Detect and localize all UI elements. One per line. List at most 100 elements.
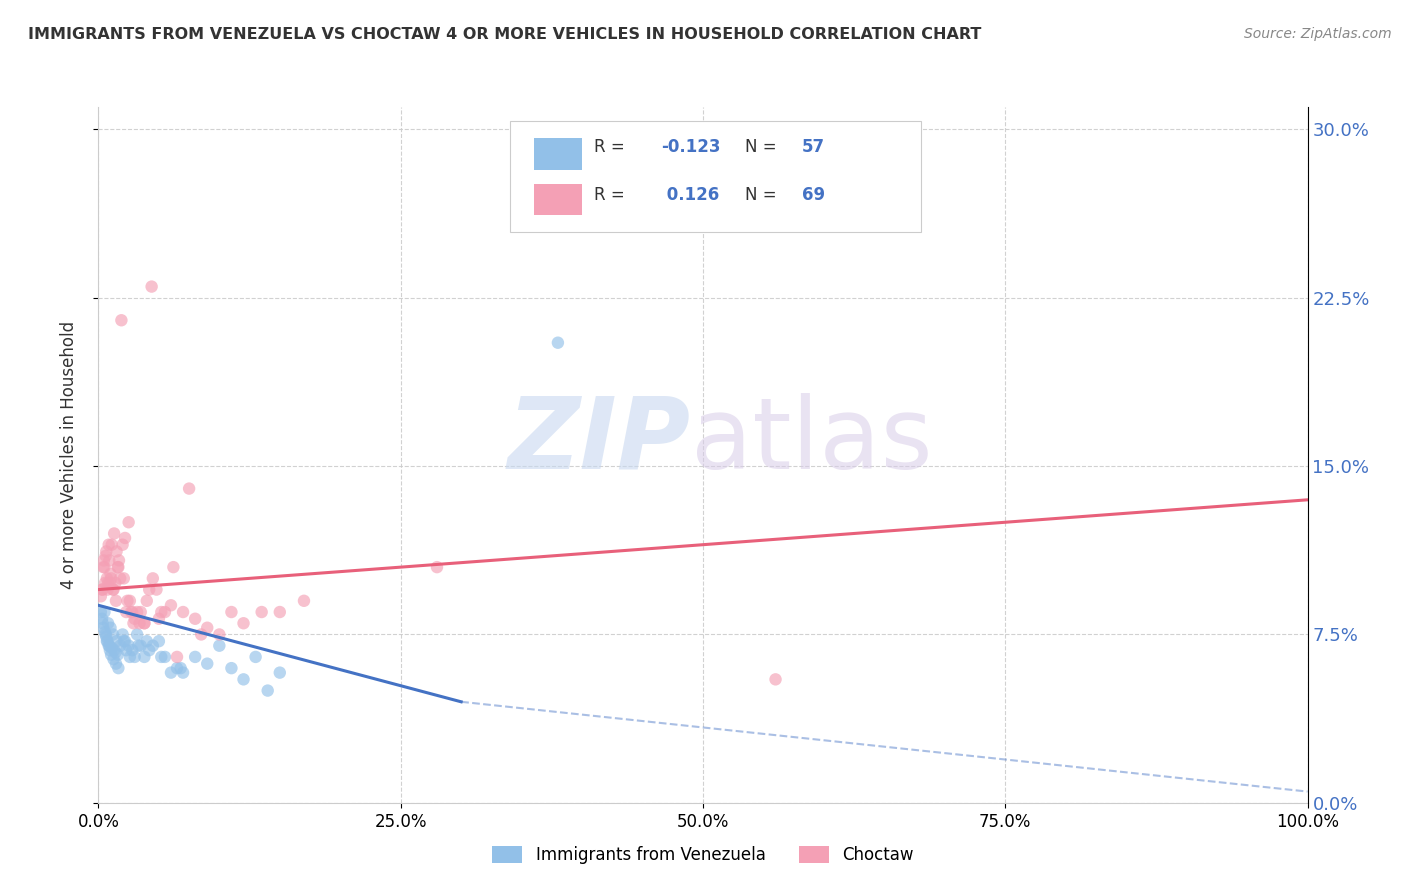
Text: R =: R = bbox=[595, 138, 630, 156]
Point bbox=[160, 665, 183, 680]
Point bbox=[148, 612, 170, 626]
Text: 69: 69 bbox=[803, 186, 825, 203]
Point bbox=[100, 640, 122, 655]
Point bbox=[129, 639, 152, 653]
Point bbox=[104, 645, 127, 659]
Point bbox=[547, 335, 569, 350]
Point bbox=[166, 649, 188, 664]
Point bbox=[142, 639, 165, 653]
Point bbox=[93, 560, 115, 574]
Point bbox=[101, 627, 124, 641]
Point bbox=[98, 643, 121, 657]
Point bbox=[169, 661, 191, 675]
Point bbox=[107, 648, 129, 662]
Point bbox=[121, 605, 143, 619]
Point bbox=[150, 605, 173, 619]
Point bbox=[138, 643, 160, 657]
Point bbox=[208, 627, 231, 641]
Point bbox=[134, 616, 156, 631]
Point bbox=[118, 649, 141, 664]
Point bbox=[104, 594, 127, 608]
Point bbox=[112, 634, 135, 648]
Point bbox=[91, 621, 114, 635]
Point bbox=[97, 639, 120, 653]
Point bbox=[100, 538, 122, 552]
Point bbox=[97, 575, 120, 590]
Point bbox=[184, 612, 207, 626]
Point bbox=[172, 665, 194, 680]
Point bbox=[107, 661, 129, 675]
FancyBboxPatch shape bbox=[534, 138, 582, 169]
Point bbox=[100, 621, 122, 635]
Point bbox=[91, 582, 114, 597]
Text: Source: ZipAtlas.com: Source: ZipAtlas.com bbox=[1244, 27, 1392, 41]
Point bbox=[108, 639, 131, 653]
Point bbox=[150, 649, 173, 664]
Point bbox=[117, 594, 139, 608]
Point bbox=[250, 605, 273, 619]
Point bbox=[127, 605, 149, 619]
Point bbox=[120, 605, 142, 619]
Point bbox=[195, 657, 218, 671]
Point bbox=[190, 627, 212, 641]
Point bbox=[98, 553, 121, 567]
Point bbox=[269, 605, 291, 619]
Point bbox=[94, 625, 117, 640]
Point bbox=[96, 634, 118, 648]
Point bbox=[97, 538, 120, 552]
Point bbox=[97, 616, 120, 631]
Point bbox=[153, 605, 176, 619]
Point bbox=[118, 639, 141, 653]
Point bbox=[134, 616, 156, 631]
FancyBboxPatch shape bbox=[534, 184, 582, 215]
Point bbox=[145, 582, 167, 597]
Point bbox=[115, 605, 138, 619]
Point bbox=[98, 639, 121, 653]
Point bbox=[184, 649, 207, 664]
Point bbox=[94, 575, 117, 590]
Point bbox=[221, 661, 243, 675]
Point bbox=[129, 605, 152, 619]
Point bbox=[100, 571, 122, 585]
Point bbox=[103, 652, 125, 666]
Point bbox=[269, 665, 291, 680]
Point bbox=[103, 643, 125, 657]
Point bbox=[148, 634, 170, 648]
Point bbox=[101, 582, 124, 597]
Text: -0.123: -0.123 bbox=[661, 138, 720, 156]
FancyBboxPatch shape bbox=[509, 121, 921, 232]
Text: IMMIGRANTS FROM VENEZUELA VS CHOCTAW 4 OR MORE VEHICLES IN HOUSEHOLD CORRELATION: IMMIGRANTS FROM VENEZUELA VS CHOCTAW 4 O… bbox=[28, 27, 981, 42]
Legend: Immigrants from Venezuela, Choctaw: Immigrants from Venezuela, Choctaw bbox=[485, 839, 921, 871]
Point bbox=[124, 649, 146, 664]
Point bbox=[103, 526, 125, 541]
Point bbox=[292, 594, 315, 608]
Point bbox=[162, 560, 184, 574]
Point bbox=[104, 575, 127, 590]
Point bbox=[232, 616, 254, 631]
Text: 57: 57 bbox=[803, 138, 825, 156]
Point bbox=[93, 553, 115, 567]
Text: atlas: atlas bbox=[690, 392, 932, 490]
Point bbox=[128, 616, 150, 631]
Point bbox=[135, 634, 157, 648]
Point bbox=[100, 566, 122, 581]
Point bbox=[232, 673, 254, 687]
Point bbox=[112, 571, 135, 585]
Point bbox=[124, 612, 146, 626]
Point bbox=[108, 553, 131, 567]
Point bbox=[93, 605, 115, 619]
Point bbox=[96, 634, 118, 648]
Point bbox=[105, 634, 128, 648]
Point bbox=[94, 627, 117, 641]
Point bbox=[96, 582, 118, 597]
Point bbox=[108, 571, 131, 585]
Point bbox=[153, 649, 176, 664]
Point bbox=[179, 482, 201, 496]
Point bbox=[96, 630, 118, 644]
Point bbox=[127, 627, 149, 641]
Point bbox=[91, 612, 114, 626]
Point bbox=[122, 616, 145, 631]
Point bbox=[765, 673, 787, 687]
Point bbox=[115, 643, 138, 657]
Point bbox=[160, 599, 183, 613]
